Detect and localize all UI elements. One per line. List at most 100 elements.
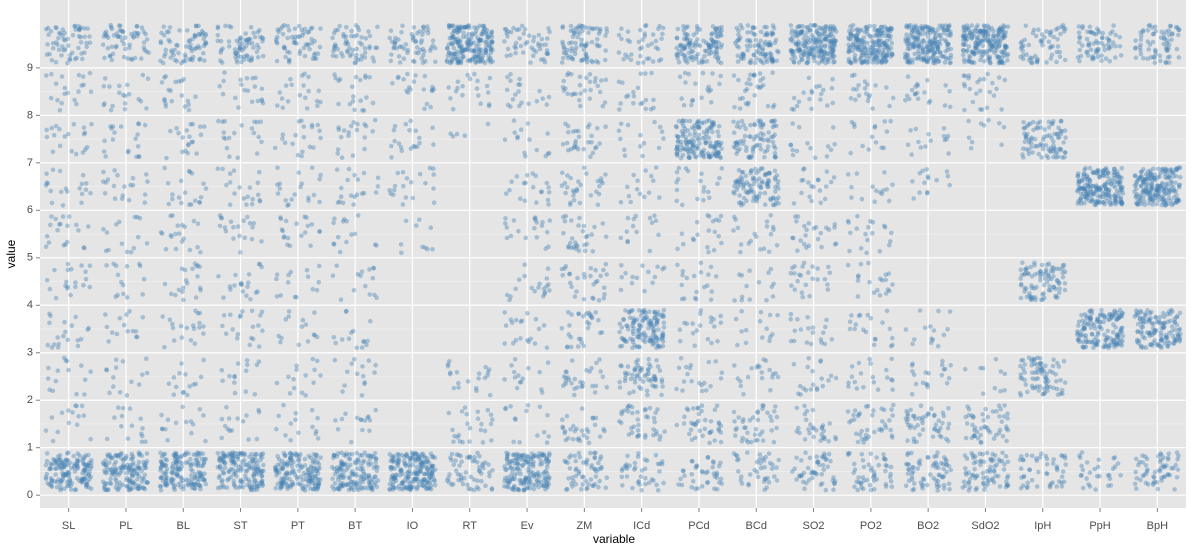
point — [620, 344, 625, 349]
point — [173, 457, 178, 462]
point — [633, 465, 638, 470]
point — [605, 385, 610, 390]
point — [526, 102, 531, 107]
point — [61, 214, 66, 219]
point — [505, 34, 510, 39]
point — [776, 458, 781, 463]
point — [360, 393, 365, 398]
point — [125, 484, 130, 489]
point — [709, 298, 714, 303]
point — [233, 451, 238, 456]
point — [709, 341, 714, 346]
point — [393, 39, 398, 44]
point — [574, 468, 579, 473]
point — [67, 421, 72, 426]
point — [634, 230, 639, 235]
point — [632, 424, 637, 429]
point — [138, 416, 143, 421]
point — [566, 130, 571, 135]
point — [223, 424, 228, 429]
point — [49, 467, 54, 472]
point — [252, 131, 257, 136]
point — [447, 359, 452, 364]
point — [342, 128, 347, 133]
point — [647, 481, 652, 486]
point — [515, 462, 520, 467]
point — [143, 123, 148, 128]
point — [489, 422, 494, 427]
point — [461, 55, 466, 60]
point — [218, 224, 223, 229]
point — [44, 171, 49, 176]
point — [745, 48, 750, 53]
point — [315, 359, 320, 364]
point — [66, 450, 71, 455]
point — [46, 343, 51, 348]
point — [414, 223, 419, 228]
point — [136, 235, 141, 240]
point — [338, 250, 343, 255]
point — [305, 106, 310, 111]
point — [638, 54, 643, 59]
point — [736, 78, 741, 83]
point — [243, 31, 248, 36]
point — [185, 281, 190, 286]
point — [598, 369, 603, 374]
point — [475, 460, 480, 465]
point — [536, 454, 541, 459]
point — [526, 403, 531, 408]
point — [738, 23, 743, 28]
point — [690, 459, 695, 464]
point — [654, 165, 659, 170]
point — [73, 280, 78, 285]
point — [641, 379, 646, 384]
point — [596, 318, 601, 323]
point — [543, 246, 548, 251]
point — [682, 32, 687, 37]
point — [225, 478, 230, 483]
point — [683, 54, 688, 59]
point — [477, 371, 482, 376]
point — [484, 40, 489, 45]
point — [766, 144, 771, 149]
point — [120, 196, 125, 201]
point — [422, 106, 427, 111]
point — [754, 179, 759, 184]
point — [579, 38, 584, 43]
point — [318, 100, 323, 105]
point — [401, 184, 406, 189]
point — [185, 28, 190, 33]
point — [255, 487, 260, 492]
point — [112, 130, 117, 135]
point — [238, 313, 243, 318]
point — [735, 458, 740, 463]
point — [53, 25, 58, 30]
point — [409, 180, 414, 185]
point — [257, 344, 262, 349]
point — [574, 246, 579, 251]
point — [260, 99, 265, 104]
point — [121, 292, 126, 297]
y-tick-label: 4 — [27, 299, 33, 311]
point — [774, 465, 779, 470]
point — [522, 151, 527, 156]
point — [139, 56, 144, 61]
point — [635, 334, 640, 339]
point — [467, 454, 472, 459]
point — [391, 480, 396, 485]
point — [122, 42, 127, 47]
point — [744, 145, 749, 150]
point — [425, 486, 430, 491]
point — [685, 143, 690, 148]
point — [58, 222, 63, 227]
point — [87, 34, 92, 39]
point — [638, 133, 643, 138]
point — [395, 461, 400, 466]
point — [802, 487, 807, 492]
point — [674, 180, 679, 185]
point — [757, 195, 762, 200]
point — [593, 423, 598, 428]
point — [231, 225, 236, 230]
point — [581, 314, 586, 319]
point — [186, 99, 191, 104]
